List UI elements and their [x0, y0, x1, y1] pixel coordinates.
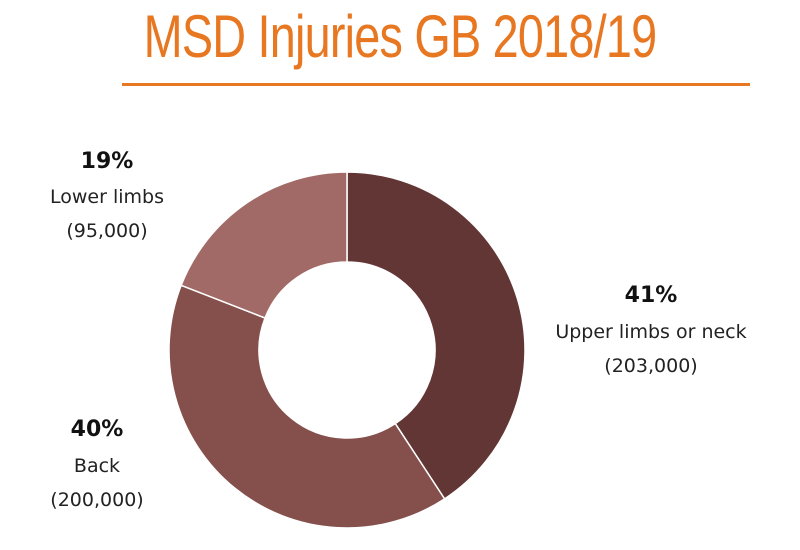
label-back: 40% Back (200,000): [50, 417, 143, 511]
label-upper-limbs-percent: 41%: [625, 283, 678, 308]
label-lower-limbs-count: (95,000): [66, 220, 147, 242]
label-back-name: Back: [74, 455, 120, 477]
label-lower-limbs-percent: 19%: [81, 149, 134, 174]
label-lower-limbs: 19% Lower limbs (95,000): [50, 149, 164, 242]
slice-back: [168, 284, 446, 529]
label-lower-limbs-name: Lower limbs: [50, 186, 164, 208]
donut-slices: [168, 171, 526, 529]
label-upper-limbs-count: (203,000): [604, 355, 697, 377]
label-back-count: (200,000): [50, 489, 143, 511]
chart-title: MSD Injuries GB 2018/19: [143, 3, 658, 70]
label-upper-limbs-name: Upper limbs or neck: [555, 321, 746, 343]
slice-upper-limbs: [346, 171, 526, 500]
title-underline: [122, 83, 750, 86]
label-upper-limbs: 41% Upper limbs or neck (203,000): [555, 283, 746, 377]
slice-lower-limbs: [180, 171, 348, 319]
label-back-percent: 40%: [71, 417, 124, 442]
